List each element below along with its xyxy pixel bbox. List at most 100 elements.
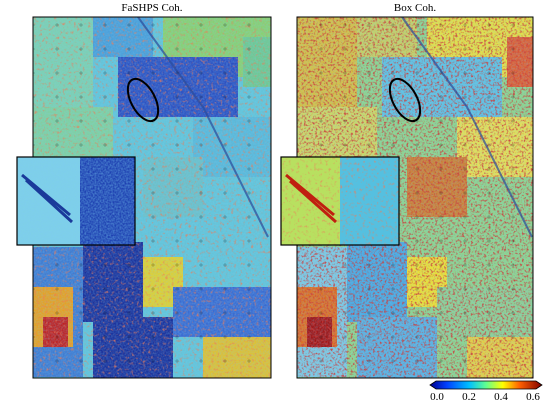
map-patch — [103, 311, 107, 315]
map-patch — [343, 263, 347, 267]
map-patch — [151, 215, 155, 219]
map-patch — [247, 359, 251, 363]
map-patch — [127, 119, 131, 123]
map-patch — [463, 119, 467, 123]
map-patch — [127, 143, 131, 147]
map-patch — [511, 119, 515, 123]
map-patch — [391, 335, 395, 339]
map-patch — [463, 215, 467, 219]
map-patch — [463, 143, 467, 147]
map-patch — [199, 71, 203, 75]
map-patch — [55, 263, 59, 267]
highlight-ellipse — [388, 77, 422, 123]
map-patch — [175, 311, 179, 315]
map-patch — [511, 23, 515, 27]
map-patch — [223, 287, 227, 291]
map-patch — [199, 215, 203, 219]
map-patch — [151, 47, 155, 51]
map-patch — [297, 95, 299, 99]
map-patch — [487, 287, 491, 291]
map-patch — [487, 215, 491, 219]
map-patch — [511, 239, 515, 243]
map-patch — [439, 335, 443, 339]
map-patch — [511, 263, 515, 267]
map-patch — [33, 143, 35, 147]
map-patch — [343, 71, 347, 75]
map-patch — [415, 215, 419, 219]
map-patch — [391, 359, 395, 363]
map-patch — [487, 311, 491, 315]
map-patch — [199, 23, 203, 27]
map-patch — [55, 95, 59, 99]
map-patch — [175, 95, 179, 99]
map-patch — [223, 215, 227, 219]
map-patch — [151, 167, 155, 171]
map-patch — [367, 311, 371, 315]
map-patch — [343, 311, 347, 315]
colorbar — [429, 380, 543, 390]
map-patch — [367, 95, 371, 99]
map-patch — [367, 23, 371, 27]
map-patch — [487, 335, 491, 339]
map-patch — [511, 359, 515, 363]
map-patch — [223, 263, 227, 267]
map-patch — [127, 23, 131, 27]
map-patch — [297, 263, 299, 267]
map-patch — [79, 287, 83, 291]
map-patch — [367, 287, 371, 291]
map-patch — [367, 143, 371, 147]
map-patch — [297, 359, 299, 363]
map-patch — [127, 359, 131, 363]
map-patch — [415, 191, 419, 195]
map-patch — [511, 287, 515, 291]
map-patch — [343, 143, 347, 147]
map-patch — [463, 95, 467, 99]
map-patch — [415, 335, 419, 339]
map-patch — [319, 71, 323, 75]
map-patch — [319, 23, 323, 27]
map-patch — [343, 335, 347, 339]
map-patch — [127, 47, 131, 51]
map-patch — [103, 143, 107, 147]
map-patch — [401, 17, 533, 238]
map-patch — [103, 71, 107, 75]
map-patch — [343, 119, 347, 123]
map-patch — [127, 263, 131, 267]
map-patch — [127, 287, 131, 291]
map-patch — [223, 311, 227, 315]
map-patch — [415, 143, 419, 147]
map-patch — [55, 119, 59, 123]
map-patch — [223, 71, 227, 75]
panel-title: Box Coh. — [394, 2, 436, 14]
map-patch — [319, 47, 323, 51]
map-patch — [151, 23, 155, 27]
map-patch — [103, 287, 107, 291]
map-patch — [439, 263, 443, 267]
map-patch — [511, 143, 515, 147]
map-patch — [223, 191, 227, 195]
map-patch — [55, 47, 59, 51]
map-patch — [439, 119, 443, 123]
map-patch — [391, 119, 395, 123]
map-patch — [439, 239, 443, 243]
map-patch — [33, 47, 35, 51]
map-patch — [439, 47, 443, 51]
map-patch — [319, 143, 323, 147]
map-patch — [151, 239, 155, 243]
map-patch — [103, 47, 107, 51]
map-patch — [297, 287, 299, 291]
map-patch — [55, 311, 59, 315]
map-patch — [175, 47, 179, 51]
map-patch — [79, 119, 83, 123]
map-patch — [199, 311, 203, 315]
map-patch — [79, 143, 83, 147]
map-patch — [223, 143, 227, 147]
map-patch — [247, 239, 251, 243]
map-patch — [297, 335, 299, 339]
map-patch — [487, 95, 491, 99]
map-patch — [175, 335, 179, 339]
colorbar-tick-label: 0.4 — [494, 391, 508, 403]
map-patch — [55, 359, 59, 363]
map-patch — [297, 47, 299, 51]
map-patch — [103, 119, 107, 123]
